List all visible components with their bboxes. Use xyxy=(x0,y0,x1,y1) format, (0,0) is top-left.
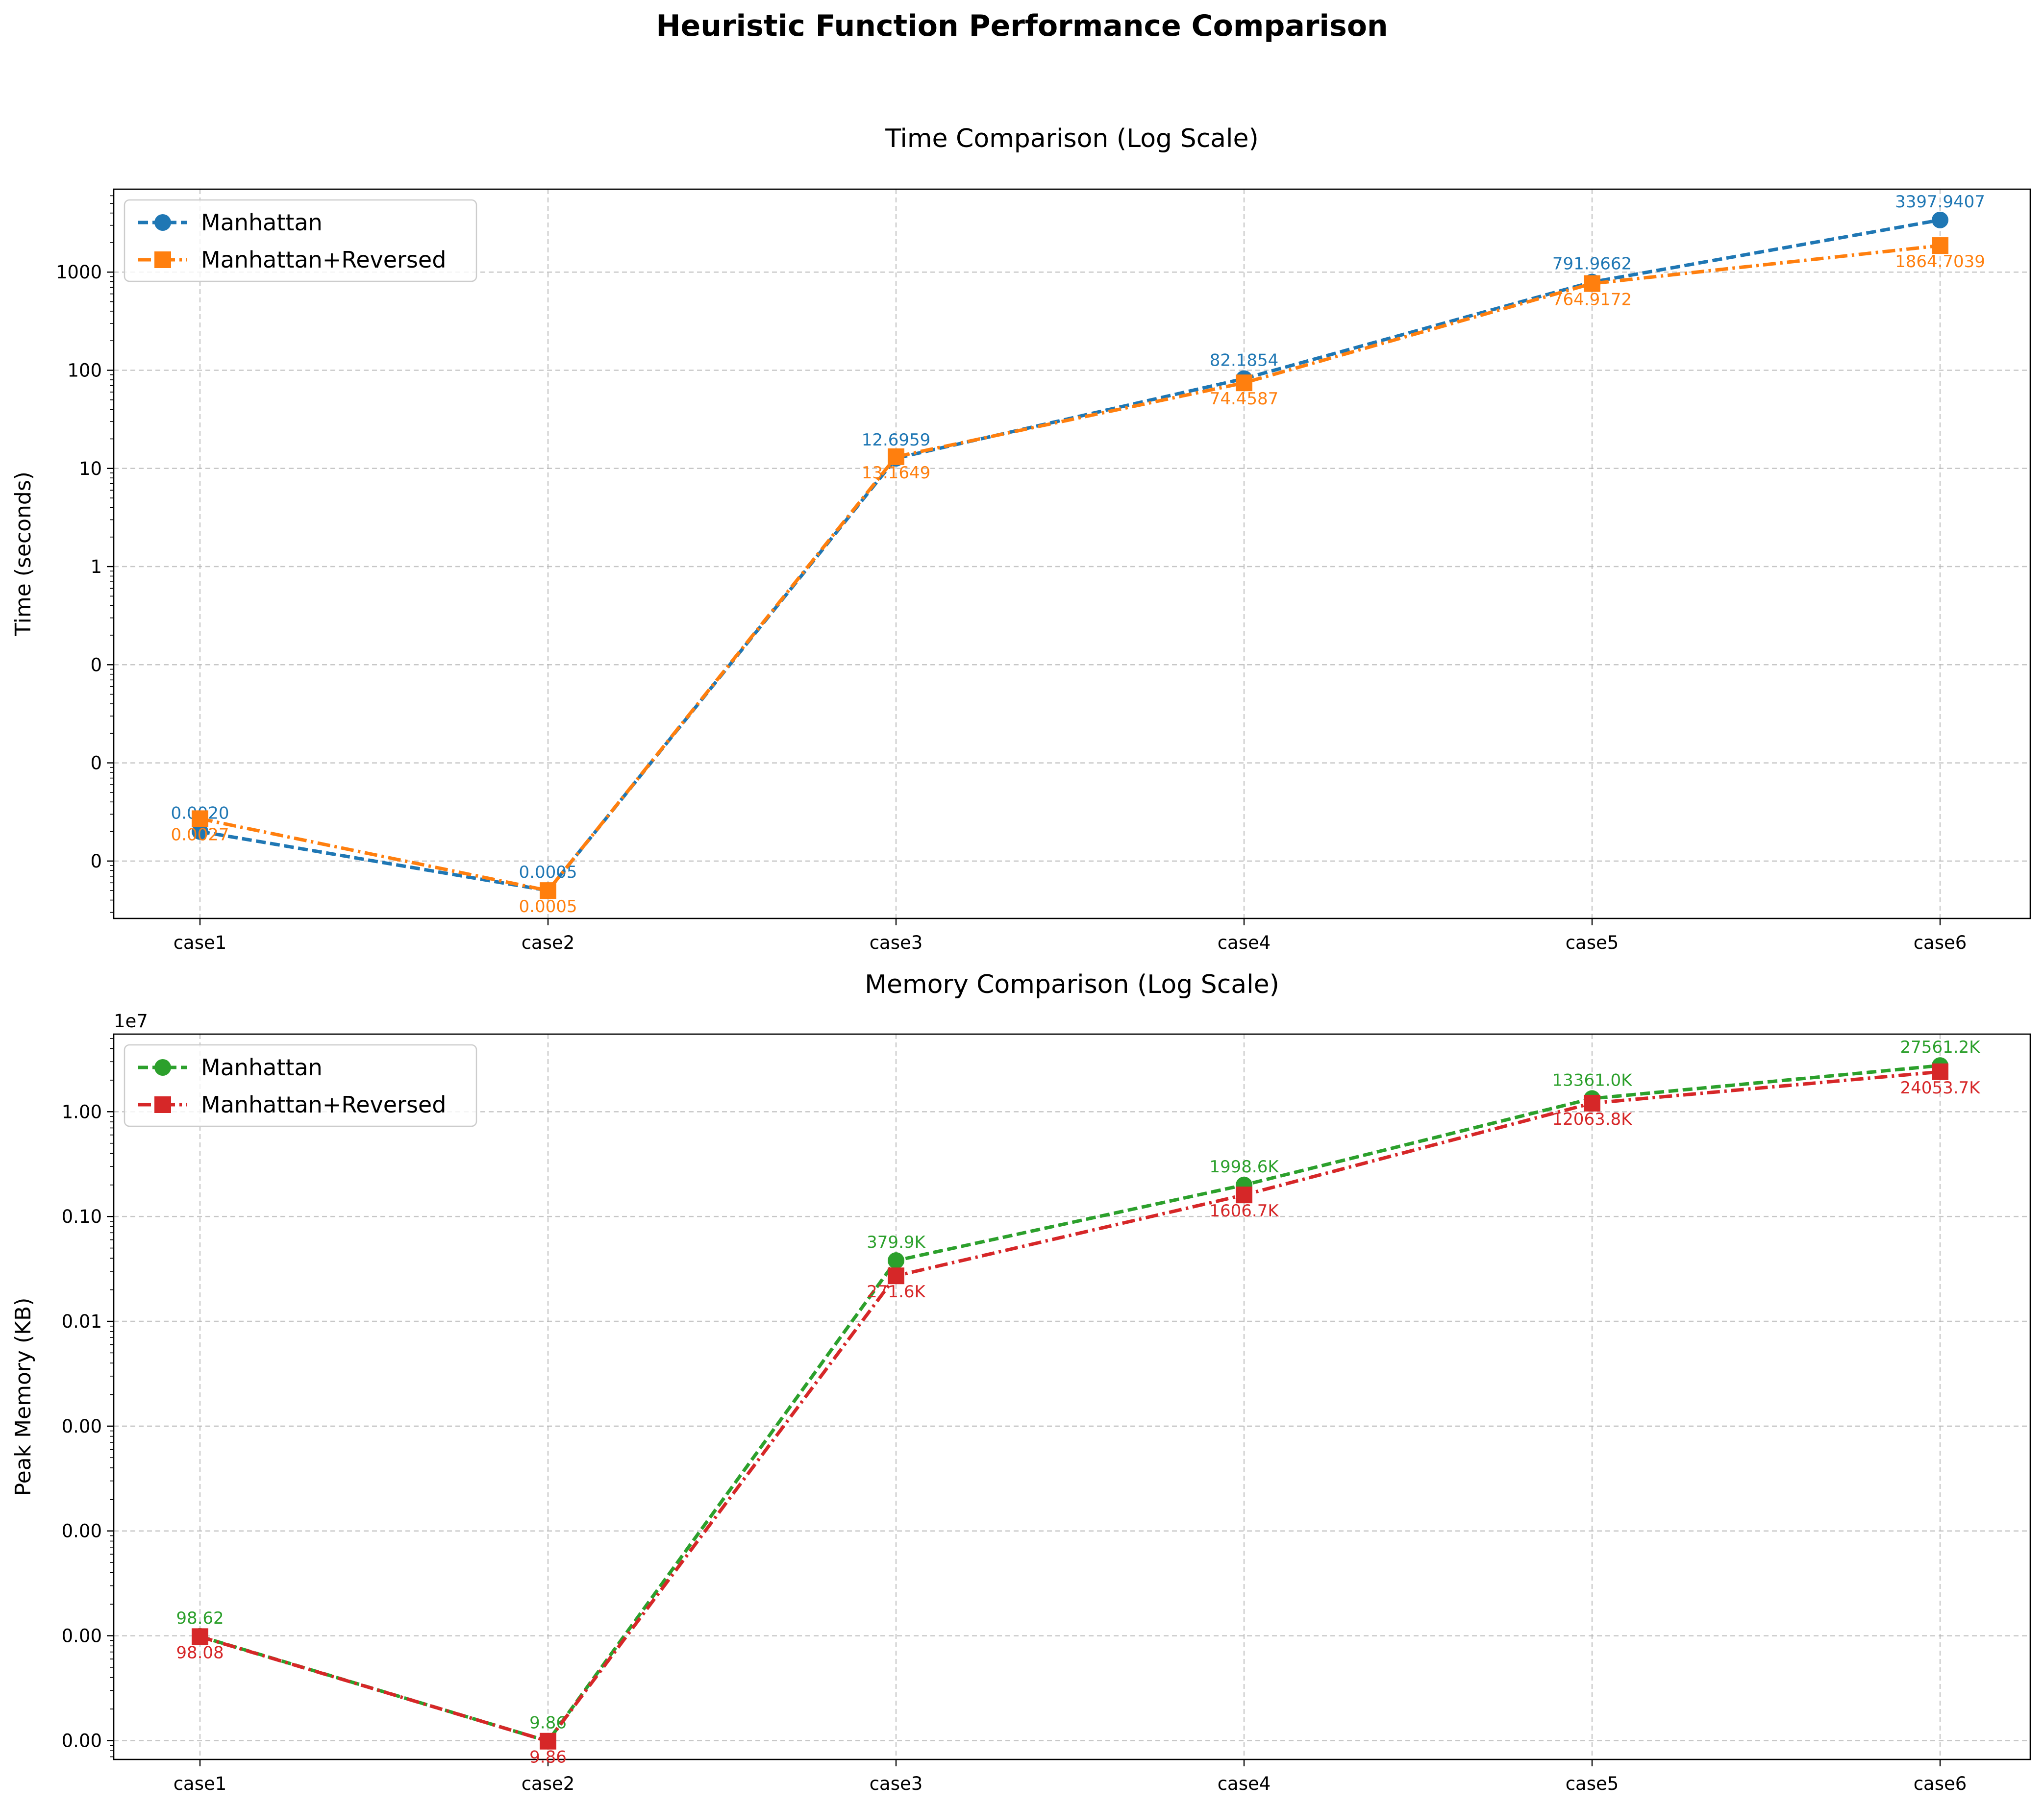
data-label: 271.6K xyxy=(867,1282,926,1302)
legend-label: Manhattan+Reversed xyxy=(201,247,446,273)
x-tick-label: case3 xyxy=(870,1773,923,1794)
figure-title: Heuristic Function Performance Compariso… xyxy=(656,9,1388,43)
data-point xyxy=(1584,1094,1600,1112)
legend-marker xyxy=(154,214,171,231)
data-label: 13361.0K xyxy=(1552,1070,1633,1090)
y-axis-title: Time (seconds) xyxy=(11,471,36,637)
data-point xyxy=(1932,237,1948,254)
data-label: 791.9662 xyxy=(1552,254,1632,274)
series-line xyxy=(199,1070,1941,1743)
data-label: 12.6959 xyxy=(862,430,931,450)
y-tick-label: 0.00 xyxy=(62,1626,102,1647)
data-label: 98.62 xyxy=(176,1609,224,1628)
data-point xyxy=(888,448,904,465)
data-point xyxy=(1932,211,1948,228)
data-label: 1864.7039 xyxy=(1895,252,1985,272)
y-axis-title: Peak Memory (KB) xyxy=(11,1298,36,1496)
time-comparison-panel: Time Comparison (Log Scale) 0 0 0 1 10 100 1000… xyxy=(11,124,2031,953)
data-point xyxy=(1236,374,1252,392)
legend-box xyxy=(124,199,477,282)
data-label: 82.1854 xyxy=(1210,351,1279,371)
x-tick-label: case2 xyxy=(522,932,575,953)
data-label: 379.9K xyxy=(867,1233,926,1252)
data-label: 12063.8K xyxy=(1552,1110,1633,1129)
data-label: 13.1649 xyxy=(862,463,931,483)
data-label: 1998.6K xyxy=(1209,1157,1279,1177)
legend-marker xyxy=(154,1096,171,1113)
y-tick-label: 0.10 xyxy=(62,1206,102,1227)
data-point xyxy=(1236,1187,1252,1204)
x-tick-label: case4 xyxy=(1218,932,1271,953)
y-tick-label: 1000 xyxy=(56,262,102,283)
x-tick-label: case2 xyxy=(522,1773,575,1794)
data-label: 1606.7K xyxy=(1209,1201,1279,1221)
x-tick-label: case6 xyxy=(1914,1773,1967,1794)
y-tick-label: 100 xyxy=(67,360,102,381)
data-label: 0.0005 xyxy=(519,897,577,916)
x-tick-label: case5 xyxy=(1566,1773,1619,1794)
y-tick-label: 1 xyxy=(90,556,102,577)
data-label: 3397.9407 xyxy=(1895,192,1985,212)
legend-label: Manhattan xyxy=(201,209,323,236)
data-point xyxy=(540,882,556,899)
memory-comparison-panel: Memory Comparison (Log Scale) 0.00 0.00 0.0… xyxy=(11,970,2031,1794)
data-point xyxy=(1584,275,1600,292)
series-line xyxy=(199,1064,1941,1743)
data-label: 24053.7K xyxy=(1900,1078,1981,1098)
y-tick-label: 0.00 xyxy=(62,1730,102,1751)
y-tick-label: 0.00 xyxy=(62,1521,102,1542)
x-tick-label: case3 xyxy=(870,932,923,953)
y-offset-text: 1e7 xyxy=(114,1011,148,1032)
y-tick-label: 0 xyxy=(90,654,102,675)
y-tick-label: 1.00 xyxy=(62,1101,102,1122)
data-label: 9.86 xyxy=(529,1748,567,1767)
series-line xyxy=(199,218,1941,892)
legend-label: Manhattan xyxy=(201,1054,323,1081)
series-line xyxy=(199,244,1941,892)
x-tick-label: case5 xyxy=(1566,932,1619,953)
data-label: 27561.2K xyxy=(1900,1038,1981,1057)
data-label: 0.0027 xyxy=(171,825,229,844)
y-tick-label: 0 xyxy=(90,851,102,872)
axes-frame xyxy=(113,188,2031,919)
data-point xyxy=(192,823,208,840)
data-point xyxy=(540,1733,556,1750)
y-tick-label: 0 xyxy=(90,753,102,774)
x-tick-label: case6 xyxy=(1914,932,1967,953)
legend-marker xyxy=(154,251,171,268)
legend-label: Manhattan+Reversed xyxy=(201,1091,446,1118)
panel-title: Time Comparison (Log Scale) xyxy=(885,124,1259,153)
data-point xyxy=(192,810,208,827)
y-tick-label: 10 xyxy=(79,458,102,479)
panel-title: Memory Comparison (Log Scale) xyxy=(865,970,1279,999)
data-label: 98.08 xyxy=(176,1643,224,1662)
y-tick-label: 0.01 xyxy=(62,1311,102,1332)
axes-frame xyxy=(113,1033,2031,1760)
legend-box xyxy=(124,1044,477,1127)
data-label: 764.9172 xyxy=(1552,290,1632,310)
y-tick-label: 0.00 xyxy=(62,1416,102,1437)
data-point xyxy=(192,1628,208,1645)
x-tick-label: case1 xyxy=(174,1773,227,1794)
data-point xyxy=(888,1267,904,1285)
data-label: 74.4587 xyxy=(1210,389,1279,409)
legend-marker xyxy=(154,1059,171,1076)
data-point xyxy=(888,1252,904,1269)
x-tick-label: case1 xyxy=(174,932,227,953)
x-tick-label: case4 xyxy=(1218,1773,1271,1794)
data-point xyxy=(1932,1063,1948,1080)
